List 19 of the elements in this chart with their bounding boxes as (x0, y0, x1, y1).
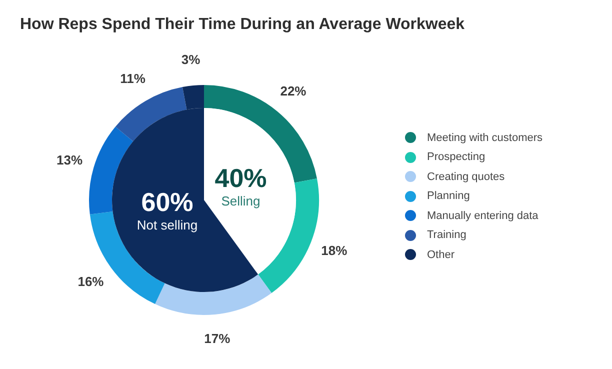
legend-label: Other (427, 248, 455, 261)
chart-title: How Reps Spend Their Time During an Average Workweek (20, 16, 465, 34)
data-label: 3% (181, 52, 201, 68)
slice-label: Selling (221, 194, 260, 209)
legend-label: Meeting with customers (427, 132, 543, 144)
data-label: 11% (120, 71, 146, 86)
data-label: 40% (214, 163, 267, 194)
data-label: 60% (141, 187, 194, 218)
data-label: 17% (204, 330, 231, 346)
data-label: 18% (321, 243, 348, 258)
legend-label: Creating quotes (427, 170, 505, 183)
slice-label: Not selling (136, 218, 198, 233)
legend-label: Training (427, 229, 466, 242)
legend-label: Planning (427, 190, 470, 202)
data-label: 22% (280, 84, 307, 99)
legend-label: Manually entering data (427, 210, 538, 222)
legend-label: Prospecting (427, 151, 486, 164)
data-label: 16% (78, 274, 104, 289)
data-label: 13% (56, 152, 84, 168)
